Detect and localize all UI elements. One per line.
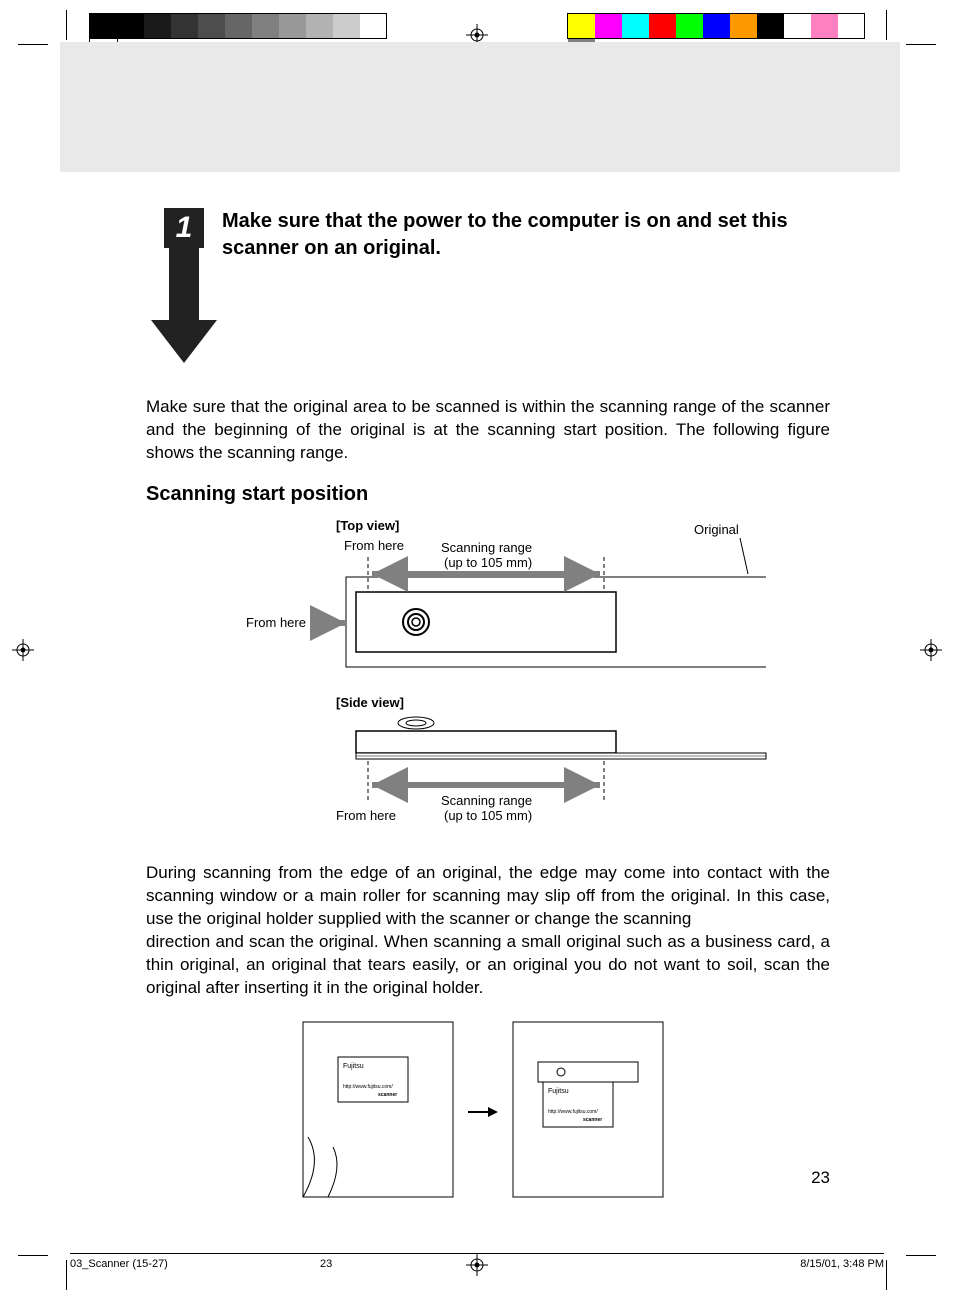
- svg-text:http://www.fujitsu.com/: http://www.fujitsu.com/: [343, 1084, 393, 1090]
- crop-mark: [18, 1240, 68, 1290]
- footer-page: 23: [320, 1258, 332, 1270]
- print-footer: 03_Scanner (15-27) 23 8/15/01, 3:48 PM: [70, 1253, 884, 1270]
- svg-text:From here: From here: [344, 538, 404, 553]
- svg-text:scanner: scanner: [583, 1117, 602, 1123]
- cmyk-color-bar: [568, 14, 864, 38]
- step-title: Make sure that the power to the computer…: [222, 208, 830, 262]
- svg-text:From here: From here: [246, 615, 306, 630]
- page-header-band: [60, 42, 900, 172]
- svg-text:[Top view]: [Top view]: [336, 518, 399, 533]
- grayscale-color-bar: [90, 14, 386, 38]
- svg-text:(up to 105 mm): (up to 105 mm): [444, 808, 532, 823]
- svg-text:(up to 105 mm): (up to 105 mm): [444, 555, 532, 570]
- original-holder-diagram: Fujitsu http://www.fujitsu.com/scanner Fuj…: [288, 1017, 688, 1207]
- intro-paragraph: Make sure that the original area to be s…: [146, 396, 830, 465]
- svg-text:Fujitsu: Fujitsu: [548, 1088, 569, 1095]
- footer-timestamp: 8/15/01, 3:48 PM: [800, 1258, 884, 1270]
- footer-file: 03_Scanner (15-27): [70, 1258, 168, 1270]
- svg-text:Fujitsu: Fujitsu: [343, 1063, 364, 1070]
- registration-mark-left: [12, 639, 34, 661]
- scanning-range-diagram: [Top view]From hereScanning range(up to …: [186, 512, 786, 852]
- body-paragraph: During scanning from the edge of an orig…: [146, 862, 830, 1000]
- svg-text:[Side view]: [Side view]: [336, 695, 404, 710]
- svg-text:http://www.fujitsu.com/: http://www.fujitsu.com/: [548, 1109, 598, 1115]
- section-heading: Scanning start position: [146, 483, 830, 506]
- svg-text:Scanning range: Scanning range: [441, 540, 532, 555]
- step-down-arrow-icon: [151, 248, 217, 363]
- svg-text:From here: From here: [336, 808, 396, 823]
- page-number: 23: [811, 1168, 830, 1188]
- registration-mark-right: [920, 639, 942, 661]
- svg-text:scanner: scanner: [378, 1092, 397, 1098]
- svg-text:Original: Original: [694, 522, 739, 537]
- svg-text:Scanning range: Scanning range: [441, 793, 532, 808]
- step-number-badge: 1: [164, 208, 204, 248]
- crop-mark: [886, 1240, 936, 1290]
